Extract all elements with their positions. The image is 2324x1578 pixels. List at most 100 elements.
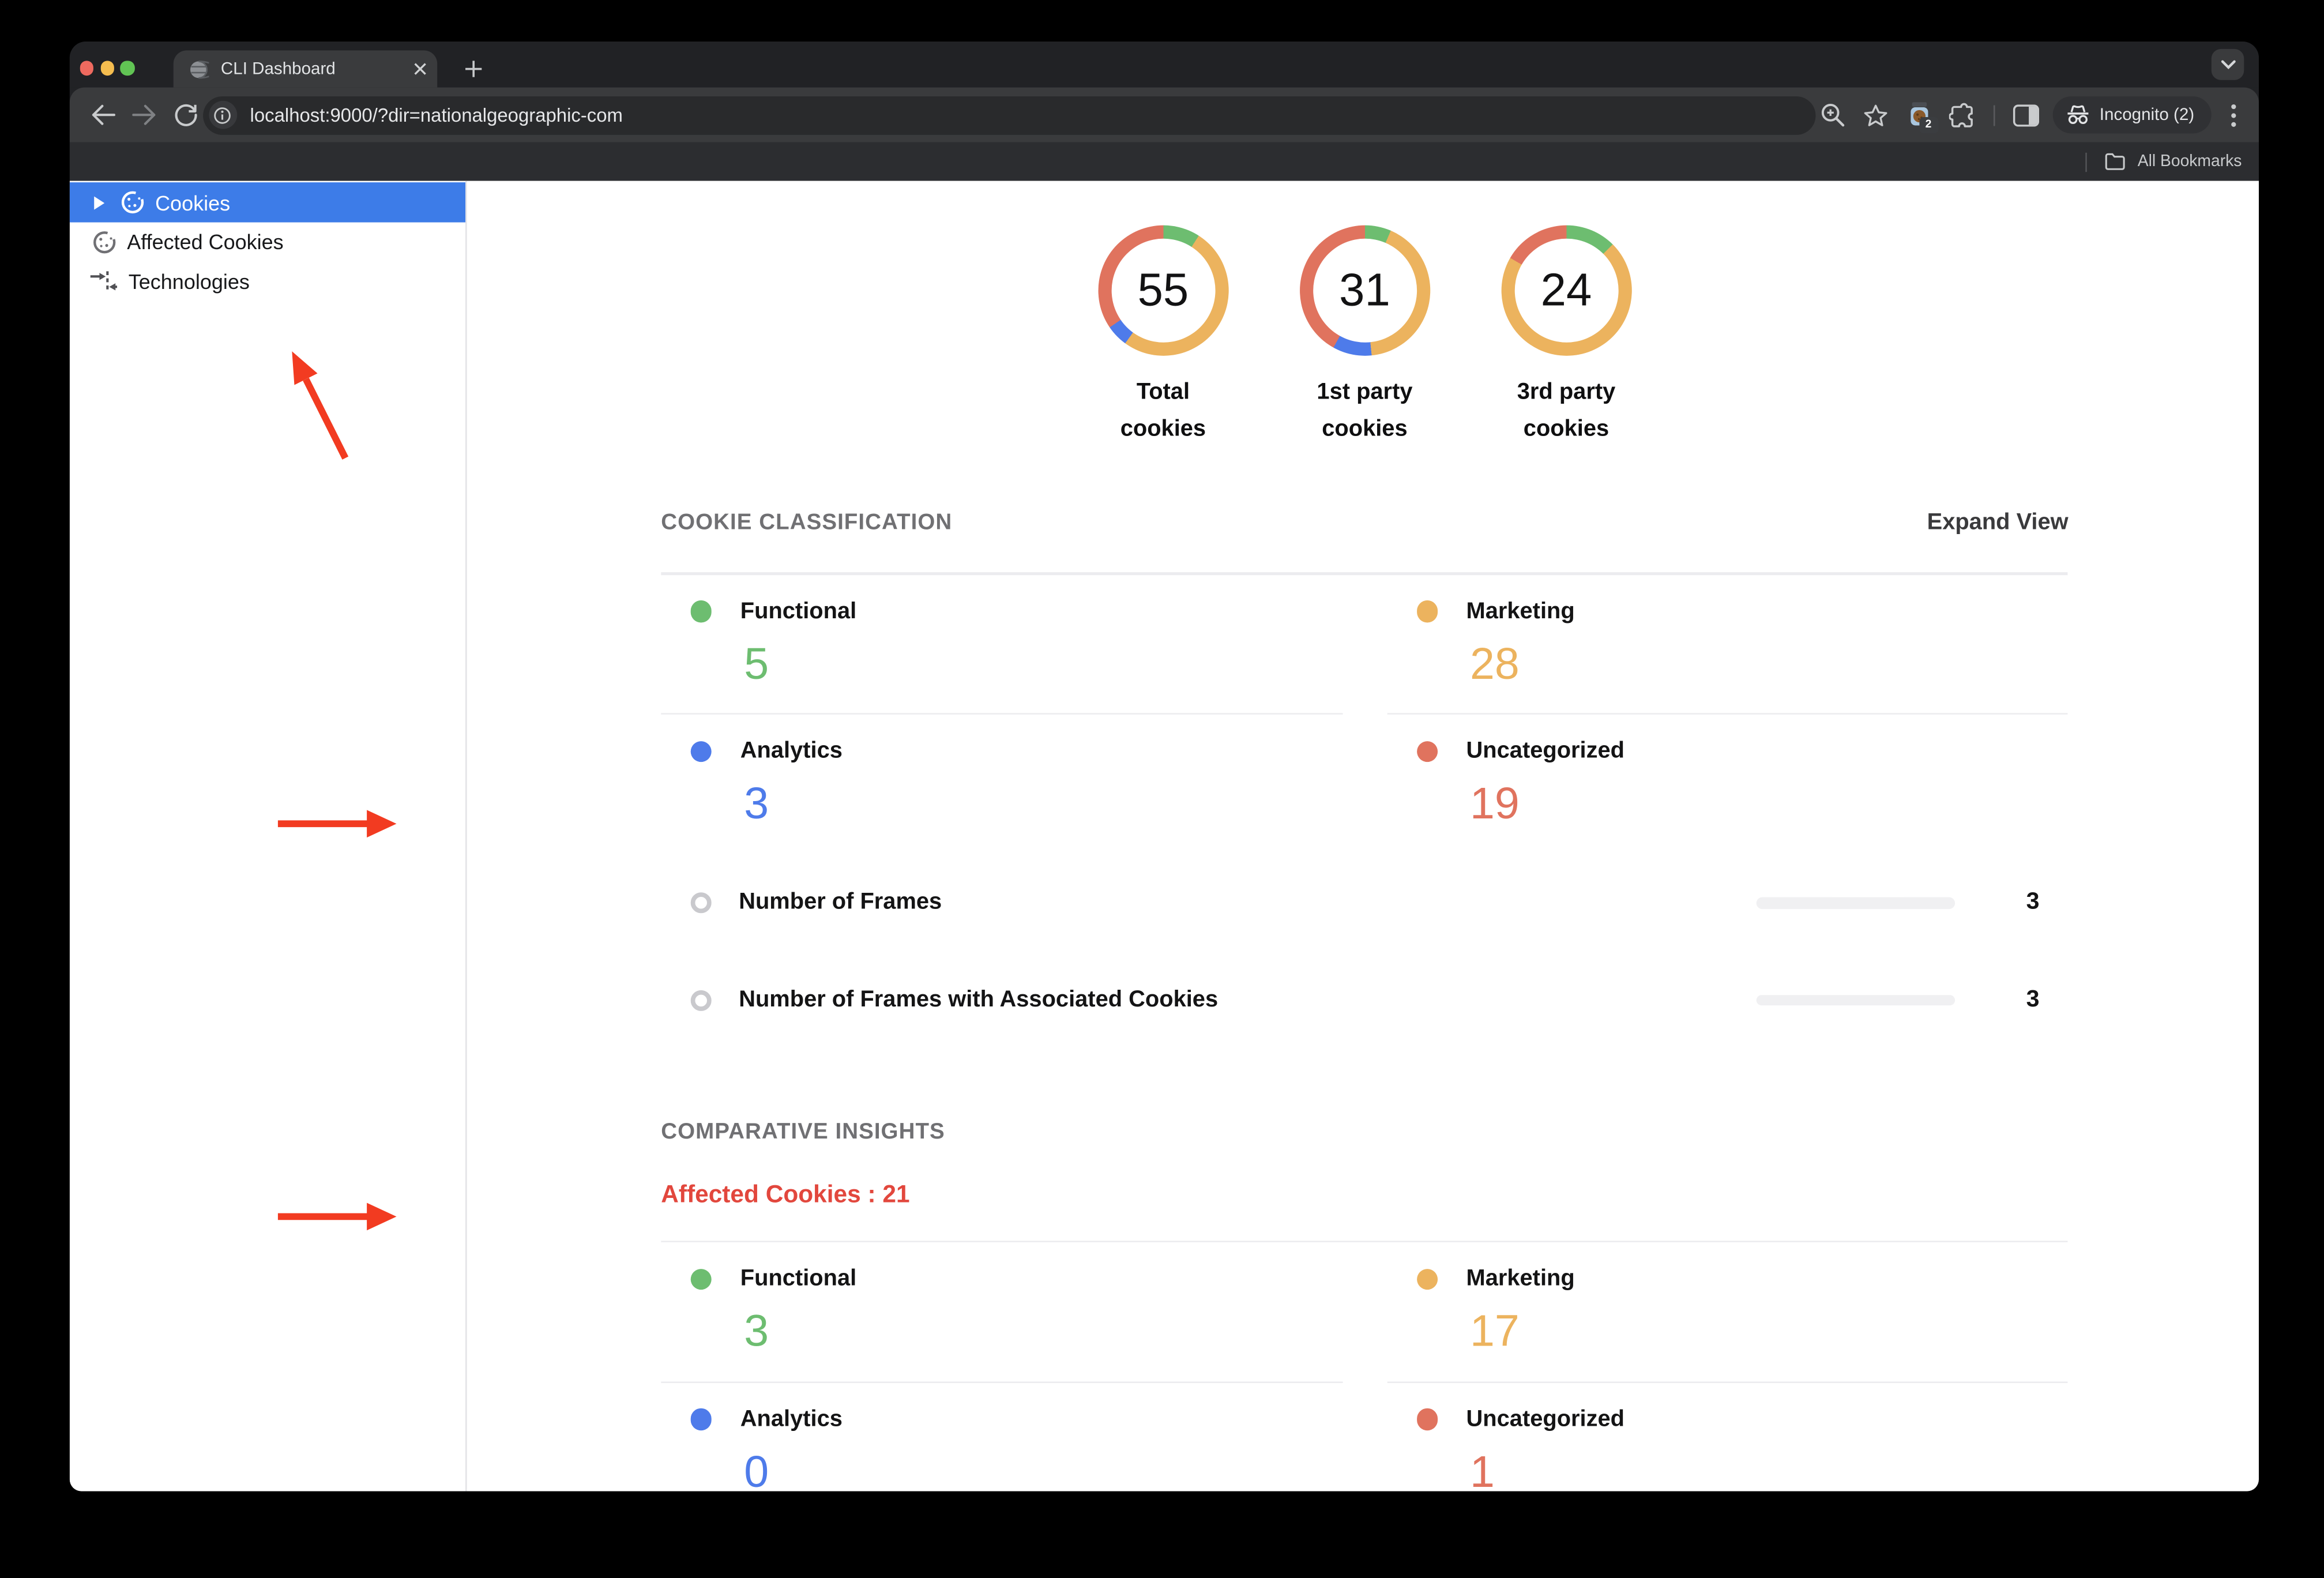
frames-progress-track — [1756, 994, 1956, 1006]
summary-ring-card: 55 Total cookies — [1082, 225, 1245, 449]
zoom-icon — [1822, 104, 1845, 127]
expand-view-link[interactable]: Expand View — [1927, 510, 2069, 535]
donut-label: Total cookies — [1120, 379, 1206, 443]
category-cell: Uncategorized 19 — [1387, 715, 2069, 855]
forward-button[interactable] — [129, 99, 161, 132]
category-label: Uncategorized — [1466, 738, 1625, 764]
category-value: 17 — [1469, 1308, 1520, 1357]
toolbar-separator — [1992, 104, 1995, 126]
extension-badge: 2 — [1919, 117, 1938, 133]
back-icon — [92, 104, 116, 125]
category-value: 5 — [744, 640, 769, 689]
traffic-light-minimize[interactable] — [100, 61, 115, 76]
extensions-puzzle-icon — [1948, 102, 1972, 127]
comparative-heading: COMPARATIVE INSIGHTS — [661, 1118, 945, 1144]
address-bar[interactable]: localhost:9000/?dir=nationalgeographic-c… — [202, 96, 1815, 135]
summary-ring-card: 24 3rd party cookies — [1485, 225, 1648, 449]
reload-icon — [175, 104, 198, 126]
category-dot-icon — [1416, 1408, 1438, 1431]
sidebar: Cookies Affected Cookies Technologies — [69, 181, 467, 1491]
frames-value: 3 — [2026, 987, 2040, 1012]
category-dot-icon — [690, 600, 712, 623]
frames-with-cookies-row: Number of Frames with Associated Cookies… — [661, 952, 2068, 1049]
category-label: Marketing — [1466, 1266, 1575, 1292]
triangle-expander-icon[interactable] — [93, 196, 105, 211]
tab-strip: CLI Dashboard — [69, 42, 2260, 88]
affected-cookies-count: Affected Cookies : 21 — [661, 1181, 910, 1208]
forward-icon — [132, 104, 156, 125]
category-cell: Analytics 0 — [661, 1382, 1342, 1491]
category-cell: Functional 5 — [661, 574, 1342, 715]
url-text: localhost:9000/?dir=nationalgeographic-c… — [250, 104, 623, 126]
zoom-button[interactable] — [1817, 99, 1849, 132]
category-dot-icon — [1416, 741, 1438, 762]
reload-button[interactable] — [170, 99, 203, 132]
category-label: Functional — [740, 598, 857, 623]
new-tab-button[interactable] — [454, 50, 493, 88]
toolbar-actions: 2 Incognito (2) — [1817, 88, 2246, 142]
cookie-extension-icon[interactable]: 2 — [1902, 99, 1938, 133]
all-bookmarks-button[interactable]: All Bookmarks — [2085, 142, 2242, 181]
folder-icon — [2105, 153, 2126, 171]
side-panel-button[interactable] — [2009, 99, 2042, 132]
donut-center-value: 55 — [1137, 264, 1189, 316]
category-label: Functional — [740, 1266, 857, 1292]
incognito-label: Incognito (2) — [2099, 106, 2195, 125]
cookie-icon — [93, 230, 117, 254]
sidebar-item-label: Cookies — [155, 190, 231, 215]
plus-icon — [465, 61, 482, 77]
sidebar-item-affected-cookies[interactable]: Affected Cookies — [69, 223, 465, 262]
back-button[interactable] — [87, 99, 120, 132]
globe-favicon — [190, 60, 209, 78]
technologies-icon — [89, 271, 117, 292]
sidebar-item-cookies[interactable]: Cookies — [69, 183, 466, 223]
summary-rings: 55 Total cookies 31 1st party cookies 24 3rd pa… — [661, 182, 2068, 449]
ring-marker-icon — [690, 990, 712, 1011]
bookmark-button[interactable] — [1859, 99, 1892, 132]
extensions-button[interactable] — [1946, 99, 1979, 132]
frames-progress-track — [1756, 897, 1956, 909]
category-label: Analytics — [740, 1406, 843, 1432]
browser-toolbar: localhost:9000/?dir=nationalgeographic-c… — [69, 88, 2260, 142]
category-value: 1 — [1469, 1448, 1495, 1491]
category-value: 19 — [1469, 780, 1520, 829]
classification-heading: COOKIE CLASSIFICATION — [661, 510, 953, 535]
category-value: 3 — [744, 780, 769, 829]
category-dot-icon — [690, 741, 712, 762]
frames-row: Number of Frames 3 — [661, 855, 2068, 952]
browser-tab[interactable]: CLI Dashboard — [173, 50, 438, 88]
kebab-menu-icon — [2232, 104, 2237, 127]
category-label: Marketing — [1466, 598, 1575, 623]
bookmarks-bar: All Bookmarks — [69, 142, 2260, 182]
tab-search-button[interactable] — [2212, 49, 2245, 81]
bookmark-star-icon — [1864, 104, 1887, 126]
side-panel-icon — [2012, 104, 2039, 126]
category-dot-icon — [690, 1408, 712, 1431]
category-cell: Marketing 17 — [1387, 1242, 2069, 1383]
donut-hole — [1313, 238, 1417, 343]
close-tab-icon[interactable] — [413, 63, 427, 76]
traffic-light-close[interactable] — [80, 61, 94, 76]
sidebar-item-technologies[interactable]: Technologies — [69, 262, 465, 301]
donut-center-value: 24 — [1540, 264, 1592, 316]
classification-grid: Functional 5 Marketing 28 Analytics 3 Uncatego… — [661, 574, 2069, 855]
tab-title: CLI Dashboard — [220, 60, 336, 78]
comparative-grid: Functional 3 Marketing 17 Analytics 0 Uncatego… — [661, 1242, 2069, 1491]
traffic-light-maximize[interactable] — [120, 61, 135, 76]
dashboard-page: Cookies Affected Cookies Technologies 55… — [69, 181, 2260, 1491]
category-value: 3 — [744, 1308, 769, 1357]
frames-value: 3 — [2026, 889, 2040, 915]
incognito-badge[interactable]: Incognito (2) — [2052, 96, 2212, 134]
site-info-chip[interactable] — [208, 101, 237, 130]
category-label: Uncategorized — [1466, 1406, 1625, 1432]
category-value: 28 — [1469, 640, 1520, 689]
menu-button[interactable] — [2223, 99, 2246, 132]
bookmarks-separator — [2085, 152, 2088, 172]
donut-label: 1st party cookies — [1317, 379, 1413, 443]
category-cell: Functional 3 — [661, 1242, 1342, 1383]
category-label: Analytics — [740, 738, 843, 764]
incognito-icon — [2067, 106, 2088, 125]
category-cell: Marketing 28 — [1387, 574, 2069, 715]
frames-label: Number of Frames — [739, 889, 942, 915]
